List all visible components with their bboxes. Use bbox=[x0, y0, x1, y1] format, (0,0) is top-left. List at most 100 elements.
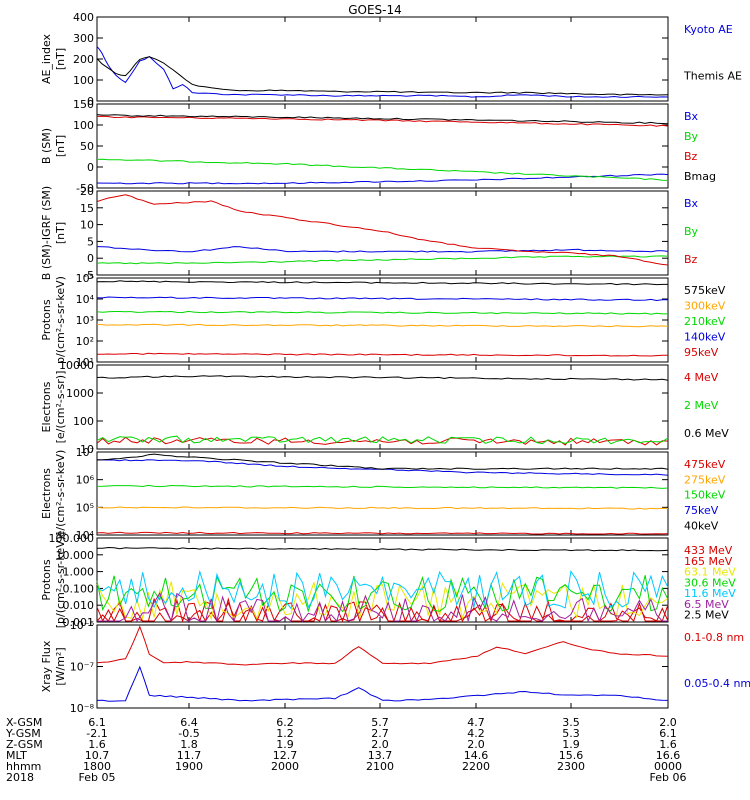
legend-entry: 0.05-0.4 nm bbox=[684, 677, 750, 690]
legend-entry: Bz bbox=[684, 253, 698, 266]
time-row-value: 13.7 bbox=[368, 749, 393, 762]
series-line bbox=[96, 114, 669, 125]
y-axis-label: Xray Flux bbox=[40, 640, 53, 692]
series-line bbox=[96, 625, 669, 666]
y-tick-label: 10.000 bbox=[56, 549, 95, 562]
y-tick-label: 10⁴ bbox=[76, 529, 95, 542]
y-axis-label: Protons bbox=[40, 299, 53, 340]
legend-entry: 300keV bbox=[684, 300, 726, 313]
series-line bbox=[96, 569, 669, 610]
series-line bbox=[96, 115, 669, 127]
series-line bbox=[97, 352, 668, 357]
y-tick-label: 400 bbox=[73, 11, 94, 24]
time-row-value: 1.9 bbox=[562, 738, 580, 751]
panel-frame bbox=[96, 364, 669, 450]
legend-entry: 75keV bbox=[684, 504, 719, 517]
y-tick-label: 0 bbox=[87, 161, 94, 174]
time-row-value: Feb 05 bbox=[79, 771, 116, 784]
time-row-value: 1800 bbox=[83, 760, 111, 773]
y-tick-label: 100 bbox=[73, 119, 94, 132]
panel-frame bbox=[96, 537, 669, 623]
series-line bbox=[96, 546, 669, 552]
y-tick-label: 10 bbox=[80, 443, 94, 456]
y-axis-label: [p/(cm²-s-sr-keV)] bbox=[54, 532, 67, 629]
legend-entry: 150keV bbox=[684, 489, 726, 502]
time-row-value: 2100 bbox=[366, 760, 394, 773]
panel-8: 10⁻⁸ 10⁻⁷ 10⁻⁶ Xray Flux [W/m²] 0.1-0.8 nm 0.0… bbox=[40, 619, 750, 715]
time-row-value: 6.2 bbox=[276, 716, 294, 729]
series-line bbox=[96, 453, 669, 470]
y-tick-label: 1000 bbox=[66, 387, 94, 400]
legend-entry: 0.1-0.8 nm bbox=[684, 631, 744, 644]
y-axis-label: p/(cm²-s-sr-keV) bbox=[54, 276, 67, 364]
time-row-value: 2.0 bbox=[659, 716, 677, 729]
series-line bbox=[96, 46, 669, 98]
y-tick-label: 10⁻⁸ bbox=[70, 702, 95, 715]
legend-entry: 140keV bbox=[684, 331, 726, 344]
series-line bbox=[96, 435, 669, 445]
y-axis-label: [nT] bbox=[54, 222, 67, 244]
legend-entry: 6.5 MeV bbox=[684, 598, 729, 611]
y-axis-label: [e/(cm²-s-sr)] bbox=[54, 371, 67, 444]
time-row-value: 4.7 bbox=[467, 716, 485, 729]
y-tick-label: 0 bbox=[87, 95, 94, 108]
y-tick-label: 200 bbox=[73, 53, 94, 66]
time-row-value: 2200 bbox=[462, 760, 490, 773]
y-tick-label: 150 bbox=[73, 98, 94, 111]
chart-title: GOES-14 bbox=[348, 3, 402, 17]
time-row-label: Y-GSM bbox=[5, 727, 41, 740]
y-axis-label: [nT] bbox=[54, 48, 67, 70]
panel-frame bbox=[96, 16, 669, 102]
series-line bbox=[96, 597, 669, 623]
series-line bbox=[96, 665, 669, 702]
y-tick-label: -5 bbox=[83, 269, 94, 282]
panel-frame bbox=[96, 103, 669, 189]
series-line bbox=[96, 296, 669, 302]
y-axis-label: Electrons bbox=[40, 468, 53, 519]
y-tick-label: 20 bbox=[80, 185, 94, 198]
y-tick-label: 100 bbox=[73, 415, 94, 428]
time-row-value: 0000 bbox=[654, 760, 682, 773]
legend-entry: Bx bbox=[684, 110, 699, 123]
time-row-value: 1.8 bbox=[180, 738, 198, 751]
y-tick-label: 10⁶ bbox=[76, 474, 95, 487]
panel-frame bbox=[96, 277, 669, 363]
series-line bbox=[96, 255, 669, 265]
panel-frame bbox=[96, 190, 669, 276]
legend-entry: 4 MeV bbox=[684, 371, 719, 384]
y-tick-label: 15 bbox=[80, 202, 94, 215]
time-row-label: Z-GSM bbox=[6, 738, 43, 751]
time-row-value: -2.1 bbox=[86, 727, 107, 740]
y-tick-label: 10⁻⁶ bbox=[70, 619, 95, 632]
y-axis-label: B (SM)-IGRF (SM) bbox=[40, 186, 53, 280]
series-line bbox=[96, 56, 669, 96]
y-tick-label: 10⁴ bbox=[76, 293, 95, 306]
legend-entry: 2.5 MeV bbox=[684, 609, 729, 622]
legend-entry: 165 MeV bbox=[684, 555, 733, 568]
time-row-value: 2.7 bbox=[371, 727, 389, 740]
series-line bbox=[96, 280, 668, 286]
legend-entry: 30.6 MeV bbox=[684, 576, 736, 589]
series-line bbox=[96, 575, 669, 613]
time-axis-table: X-GSM 6.1 6.4 6.2 5.7 4.7 3.5 2.0Y-GSM -2.1 -0.5 1… bbox=[5, 716, 686, 784]
panel-5: 10 100 1000 10000 Electrons [e/(cm²-s-sr)] 4 M… bbox=[40, 359, 729, 456]
legend-entry: Bz bbox=[684, 150, 698, 163]
time-row-value: 1.9 bbox=[276, 738, 294, 751]
time-row-value: 5.3 bbox=[562, 727, 580, 740]
time-row-value: 2.0 bbox=[371, 738, 389, 751]
y-tick-label: 0.010 bbox=[63, 599, 95, 612]
y-tick-label: 10² bbox=[76, 335, 94, 348]
y-axis-label: Electrons bbox=[40, 381, 53, 432]
time-row-label: 2018 bbox=[6, 771, 34, 784]
panel-6: 10⁴ 10⁵ 10⁶ 10⁷ Electrons e/(cm²-s-sr-keV) 475… bbox=[40, 446, 726, 542]
legend-entry: 433 MeV bbox=[684, 544, 733, 557]
y-tick-label: 10⁵ bbox=[76, 272, 94, 285]
series-line bbox=[96, 601, 669, 623]
legend-entry: 0.6 MeV bbox=[684, 427, 729, 440]
y-axis-label: e/(cm²-s-sr-keV) bbox=[54, 450, 67, 538]
series-line bbox=[96, 246, 669, 253]
series-line bbox=[96, 375, 669, 381]
time-row-value: 1900 bbox=[175, 760, 203, 773]
